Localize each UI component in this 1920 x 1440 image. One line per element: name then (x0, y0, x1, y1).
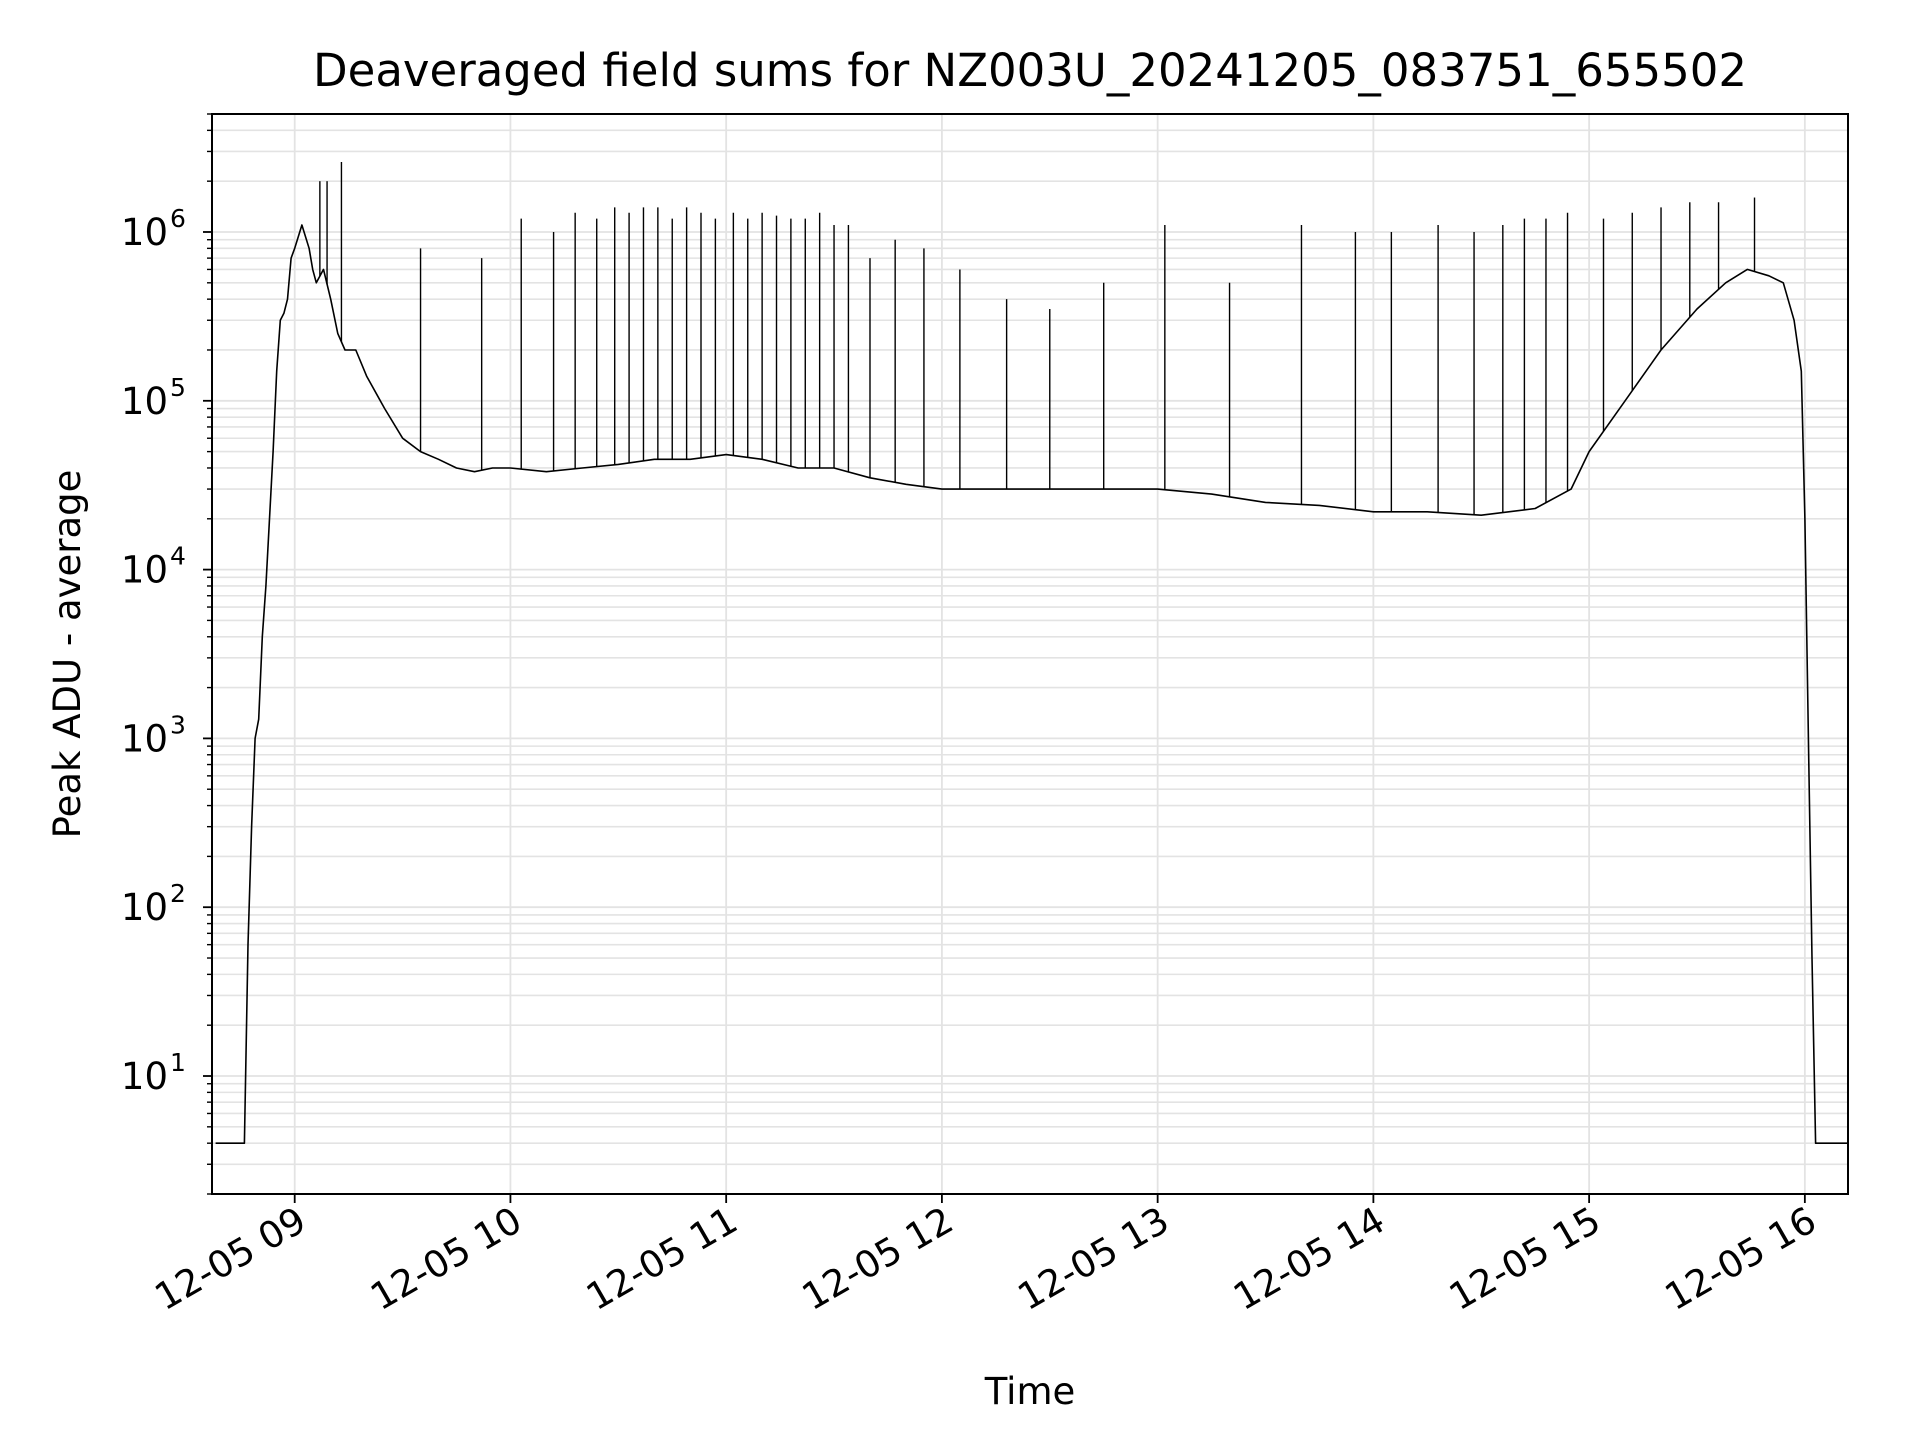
y-tick-exponent: 6 (170, 204, 186, 233)
y-tick-label: 10 (121, 717, 168, 760)
y-tick-exponent: 1 (170, 1048, 186, 1077)
y-tick-label: 10 (121, 380, 168, 423)
x-axis-label: Time (984, 1370, 1076, 1413)
y-tick-exponent: 5 (170, 373, 186, 402)
y-tick-label: 10 (121, 549, 168, 592)
y-tick-exponent: 4 (170, 542, 186, 571)
series-line (215, 224, 1848, 1144)
y-tick-label: 10 (121, 886, 168, 929)
chart-title: Deaveraged field sums for NZ003U_2024120… (313, 44, 1747, 97)
y-tick-label: 10 (121, 211, 168, 254)
y-tick-exponent: 2 (170, 879, 186, 908)
y-axis-label: Peak ADU - average (46, 470, 89, 839)
grid-layer (212, 113, 1848, 1195)
series-layer (215, 161, 1848, 1144)
y-tick-label: 10 (121, 1055, 168, 1098)
plot-frame (211, 113, 1849, 1195)
y-tick-exponent: 3 (170, 710, 186, 739)
